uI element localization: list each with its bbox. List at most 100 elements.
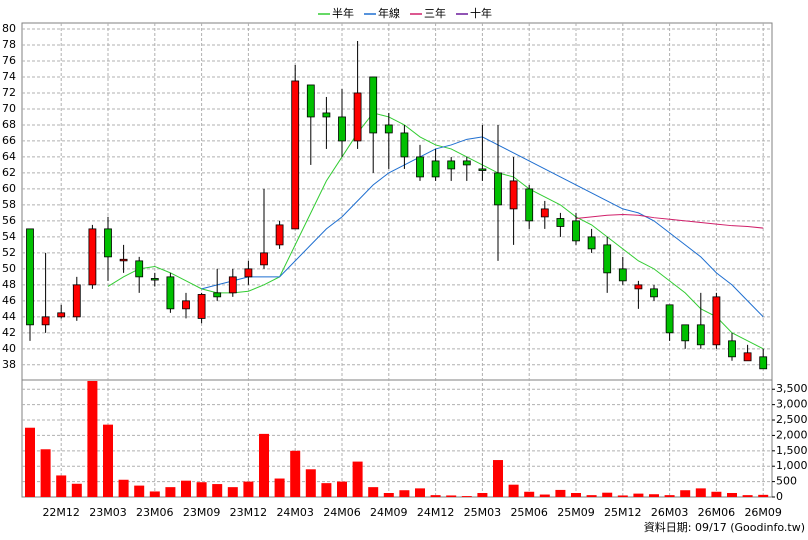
- y-tick-label: 72: [2, 86, 16, 99]
- legend-label: 三年: [424, 6, 446, 20]
- candle-body: [166, 276, 175, 310]
- x-tick-label: 24M12: [417, 506, 455, 519]
- candle-body: [650, 288, 658, 298]
- volume-bar: [274, 478, 285, 497]
- volume-bar: [134, 485, 145, 497]
- volume-bar: [259, 433, 269, 497]
- candle-body: [57, 312, 66, 318]
- candle-body: [197, 294, 206, 319]
- volume-bar: [539, 494, 550, 497]
- candle-body: [759, 356, 768, 370]
- volume-tick-label: 3,500: [776, 382, 808, 395]
- candle-body: [291, 80, 300, 230]
- volume-tick-label: 1,000: [776, 459, 808, 472]
- x-tick-label: 25M03: [464, 506, 502, 519]
- volume-bar: [555, 489, 566, 497]
- candle-body: [681, 324, 690, 342]
- y-tick-label: 48: [2, 278, 16, 291]
- y-tick-label: 38: [2, 358, 16, 371]
- y-tick-label: 62: [2, 166, 16, 179]
- y-tick-label: 70: [2, 102, 16, 115]
- legend-label: 年線: [378, 6, 400, 20]
- candle-body: [275, 224, 284, 246]
- candle-body: [525, 188, 534, 222]
- y-tick-label: 54: [2, 230, 16, 243]
- volume-bar: [446, 495, 457, 497]
- volume-bar: [727, 492, 737, 497]
- volume-bar: [524, 491, 535, 497]
- volume-bar: [165, 487, 176, 497]
- candle-body: [400, 132, 409, 158]
- candle-body: [478, 168, 487, 171]
- volume-bar: [196, 482, 207, 497]
- volume-bar: [212, 484, 223, 497]
- candle-body: [150, 278, 159, 281]
- candle-body: [665, 304, 674, 334]
- candle-body: [618, 268, 627, 282]
- volume-bar: [399, 490, 410, 497]
- y-tick-label: 60: [2, 182, 16, 195]
- volume-bar: [508, 484, 519, 497]
- volume-tick-label: 2,000: [776, 428, 808, 441]
- y-tick-label: 50: [2, 262, 16, 275]
- x-tick-label: 24M09: [370, 506, 408, 519]
- candle-body: [556, 218, 565, 227]
- volume-bar: [633, 493, 644, 497]
- volume-tick-label: 500: [776, 475, 797, 488]
- y-tick-label: 52: [2, 246, 16, 259]
- legend-label: 十年: [470, 6, 492, 20]
- y-tick-label: 42: [2, 326, 16, 339]
- candle-body: [41, 316, 50, 326]
- y-tick-label: 58: [2, 198, 16, 211]
- x-tick-label: 24M03: [276, 506, 314, 519]
- candle-body: [712, 296, 721, 346]
- volume-bar: [742, 495, 753, 497]
- candle-body: [509, 180, 518, 210]
- y-tick-label: 64: [2, 150, 16, 163]
- volume-bar: [493, 460, 503, 497]
- volume-bar: [290, 450, 301, 497]
- candle-body: [244, 268, 253, 278]
- plot-frame: [21, 22, 773, 498]
- volume-bar: [56, 475, 67, 497]
- candle-body: [431, 160, 440, 178]
- candle-body: [696, 324, 705, 346]
- x-tick-label: 23M06: [136, 506, 174, 519]
- y-tick-label: 78: [2, 38, 16, 51]
- candle-body: [416, 156, 424, 178]
- candle-body: [260, 252, 268, 266]
- volume-bar: [181, 480, 191, 497]
- candle-body: [603, 244, 612, 274]
- volume-bar: [602, 492, 613, 497]
- candle-body: [26, 228, 34, 326]
- legend-label: 半年: [332, 6, 354, 20]
- volume-bar: [103, 424, 113, 497]
- y-tick-label: 80: [2, 22, 16, 35]
- candle-body: [540, 208, 549, 218]
- y-tick-label: 56: [2, 214, 16, 227]
- candle-body: [213, 292, 222, 298]
- volume-bar: [383, 492, 394, 497]
- volume-bar: [758, 494, 769, 497]
- x-tick-label: 22M12: [42, 506, 80, 519]
- volume-bar: [227, 487, 238, 497]
- x-tick-label: 23M03: [89, 506, 127, 519]
- candle-body: [306, 84, 315, 118]
- candle-body: [462, 160, 471, 166]
- volume-bar: [664, 495, 675, 497]
- candle-body: [182, 300, 190, 310]
- candle-body: [353, 92, 362, 142]
- volume-bar: [477, 492, 488, 497]
- volume-bar: [352, 461, 363, 497]
- x-tick-label: 26M06: [698, 506, 736, 519]
- volume-bar: [149, 491, 160, 497]
- candle-body: [728, 340, 736, 358]
- volume-tick-label: 3,000: [776, 398, 808, 411]
- volume-bar: [305, 469, 316, 497]
- candle-body: [447, 160, 456, 170]
- volume-bar: [321, 483, 332, 497]
- candle-body: [104, 228, 112, 258]
- candle-body: [338, 116, 346, 142]
- candle-body: [384, 124, 393, 134]
